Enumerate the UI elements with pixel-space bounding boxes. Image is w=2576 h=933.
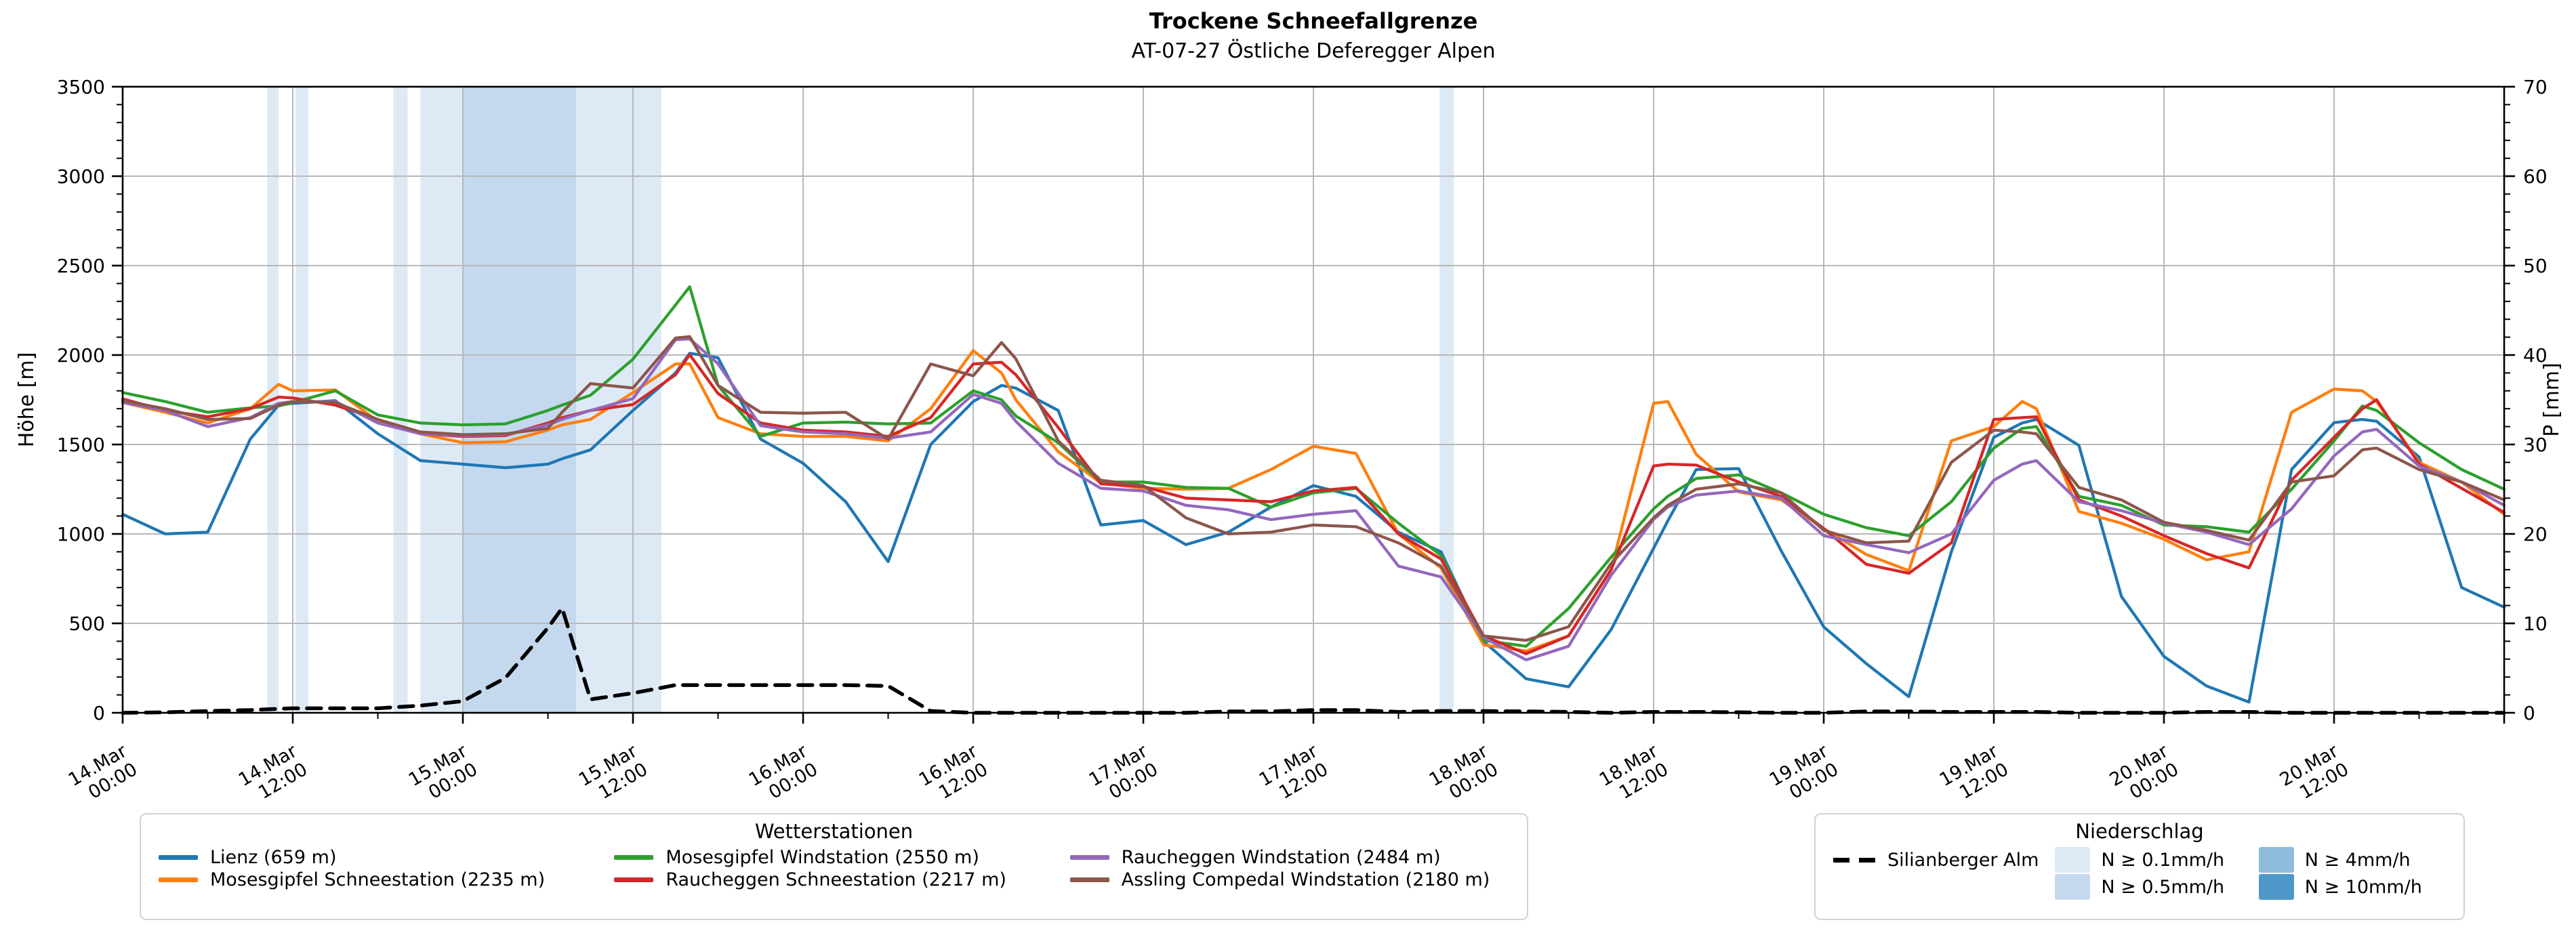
dashed-line-sample bbox=[1833, 857, 1875, 863]
legend-item-label: Silianberger Alm bbox=[1887, 849, 2039, 871]
y-right-tick-label: 40 bbox=[2523, 344, 2548, 367]
y-left-tick-label: 3500 bbox=[57, 76, 105, 98]
chart-title: Trockene Schneefallgrenze bbox=[1149, 8, 1478, 34]
x-tick-label: 20.Mar00:00 bbox=[2106, 741, 2183, 809]
line-color-sample bbox=[1069, 855, 1109, 860]
legend-niederschlag: Niederschlag Silianberger Alm N ≥ 0.1mm/h… bbox=[1814, 813, 2465, 920]
legend-item-band: N ≥ 0.1mm/h bbox=[2055, 847, 2242, 873]
x-tick-label: 14.Mar00:00 bbox=[65, 741, 142, 809]
chart-subtitle: AT-07-27 Östliche Deferegger Alpen bbox=[1131, 39, 1496, 63]
x-tick-label: 18.Mar00:00 bbox=[1426, 741, 1502, 809]
x-tick-label: 14.Mar12:00 bbox=[235, 741, 312, 809]
legend-item-label: N ≥ 0.1mm/h bbox=[2101, 849, 2225, 871]
legend-item-label: Lienz (659 m) bbox=[210, 847, 337, 868]
line-color-sample bbox=[1069, 877, 1109, 882]
legend-item-label: Raucheggen Schneestation (2217 m) bbox=[666, 869, 1006, 890]
legend-niederschlag-items: Silianberger Alm N ≥ 0.1mm/h N ≥ 0.5mm/h N … bbox=[1833, 847, 2446, 900]
series-line-mosesgipfel-schneestation-2235-m bbox=[121, 349, 2506, 653]
legend-item: Raucheggen Schneestation (2217 m) bbox=[614, 869, 1053, 890]
x-tick-label: 18.Mar12:00 bbox=[1596, 741, 1673, 809]
legend-item-label: N ≥ 4mm/h bbox=[2304, 849, 2411, 871]
y-axis-label-right: P [mm] bbox=[2540, 362, 2564, 437]
x-tick-label: 15.Mar00:00 bbox=[405, 741, 482, 809]
y-right-tick-label: 70 bbox=[2523, 76, 2548, 98]
legend-wetterstationen: Wetterstationen Lienz (659 m) Mosesgipfel… bbox=[140, 813, 1528, 920]
precip-band bbox=[576, 87, 661, 713]
legend-item: Lienz (659 m) bbox=[159, 847, 598, 868]
legend-item-label: Assling Compedal Windstation (2180 m) bbox=[1121, 869, 1490, 890]
y-right-tick-label: 10 bbox=[2523, 613, 2548, 635]
legend-item: Assling Compedal Windstation (2180 m) bbox=[1069, 869, 1509, 890]
legend-item-band: N ≥ 10mm/h bbox=[2258, 874, 2446, 900]
legend-item-label: N ≥ 0.5mm/h bbox=[2101, 876, 2225, 898]
line-color-sample bbox=[614, 855, 654, 860]
precip-band bbox=[1439, 87, 1454, 713]
x-tick-label: 20.Mar12:00 bbox=[2276, 741, 2353, 809]
y-right-tick-label: 0 bbox=[2523, 702, 2535, 724]
x-tick-label: 16.Mar12:00 bbox=[916, 741, 992, 809]
series-line-silianberger-alm bbox=[121, 606, 2506, 715]
x-tick-label: 17.Mar00:00 bbox=[1086, 741, 1162, 809]
legend-item-label: N ≥ 10mm/h bbox=[2304, 876, 2422, 898]
x-tick-label: 17.Mar12:00 bbox=[1256, 741, 1332, 809]
legend-niederschlag-title: Niederschlag bbox=[2075, 820, 2204, 843]
line-color-sample bbox=[614, 877, 654, 882]
series-line-assling-compedal-windstation-2180-m bbox=[121, 335, 2506, 642]
y-right-tick-label: 20 bbox=[2523, 523, 2548, 545]
legend-item-band: N ≥ 0.5mm/h bbox=[2055, 874, 2242, 900]
legend-item-band: N ≥ 4mm/h bbox=[2258, 847, 2446, 873]
legend-wetterstationen-items: Lienz (659 m) Mosesgipfel Schneestation (… bbox=[159, 847, 1509, 890]
y-left-tick-label: 3000 bbox=[57, 165, 105, 188]
y-left-tick-label: 500 bbox=[69, 613, 105, 635]
legend-spacer bbox=[1833, 874, 2039, 900]
y-right-tick-label: 30 bbox=[2523, 434, 2548, 456]
y-right-tick-label: 50 bbox=[2523, 255, 2548, 277]
y-left-tick-label: 2000 bbox=[57, 344, 105, 367]
line-color-sample bbox=[159, 855, 198, 860]
legend-wetterstationen-title: Wetterstationen bbox=[754, 820, 914, 843]
legend-item-label: Mosesgipfel Schneestation (2235 m) bbox=[210, 869, 546, 890]
legend-item-silianberger-alm: Silianberger Alm bbox=[1833, 847, 2039, 873]
y-axis-label-left: Höhe [m] bbox=[15, 352, 39, 448]
precip-band bbox=[393, 87, 408, 713]
y-left-tick-label: 2500 bbox=[57, 255, 105, 277]
y-left-tick-label: 1000 bbox=[57, 523, 105, 545]
x-tick-label: 19.Mar00:00 bbox=[1766, 741, 1843, 809]
band-color-patch bbox=[2258, 874, 2294, 900]
band-color-patch bbox=[2258, 847, 2294, 873]
x-tick-label: 15.Mar12:00 bbox=[575, 741, 652, 809]
legend-item-label: Mosesgipfel Windstation (2550 m) bbox=[666, 847, 979, 868]
y-left-tick-label: 0 bbox=[93, 702, 105, 724]
legend-item: Mosesgipfel Windstation (2550 m) bbox=[614, 847, 1053, 868]
legend-item-label: Raucheggen Windstation (2484 m) bbox=[1121, 847, 1441, 868]
band-color-patch bbox=[2055, 874, 2091, 900]
precip-band bbox=[420, 87, 463, 713]
y-left-tick-label: 1500 bbox=[57, 434, 105, 456]
line-color-sample bbox=[159, 877, 198, 882]
precip-band bbox=[463, 87, 577, 713]
legend-item: Raucheggen Windstation (2484 m) bbox=[1069, 847, 1509, 868]
legend-item: Mosesgipfel Schneestation (2235 m) bbox=[159, 869, 598, 890]
x-tick-label: 19.Mar12:00 bbox=[1936, 741, 2013, 809]
y-right-tick-label: 60 bbox=[2523, 165, 2548, 188]
band-color-patch bbox=[2055, 847, 2091, 873]
series-line-mosesgipfel-windstation-2550-m bbox=[121, 285, 2506, 648]
x-tick-label: 16.Mar00:00 bbox=[745, 741, 822, 809]
